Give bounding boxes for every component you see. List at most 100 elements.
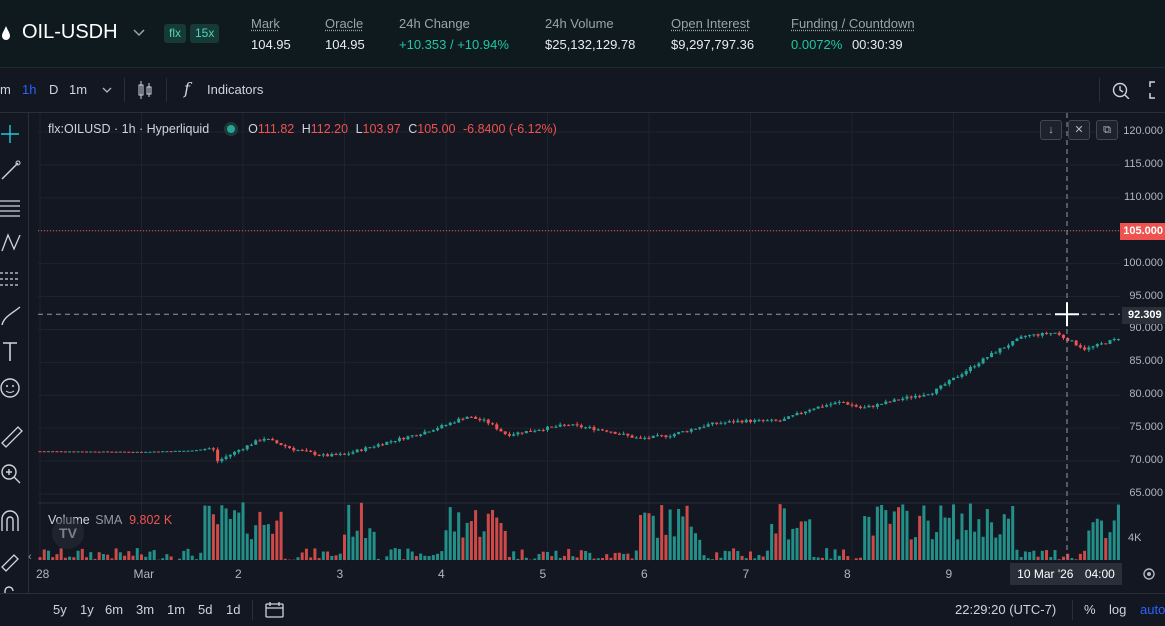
range-1d[interactable]: 1d xyxy=(226,602,240,617)
alert-clock-icon[interactable] xyxy=(1112,81,1130,99)
volume-bar xyxy=(686,506,689,560)
magnet-tool-icon[interactable] xyxy=(0,509,26,535)
range-5d[interactable]: 5d xyxy=(198,602,212,617)
range-5y[interactable]: 5y xyxy=(53,602,67,617)
trendline-tool-icon[interactable] xyxy=(0,159,26,185)
volume-bar xyxy=(960,514,963,560)
forecast-tool-icon[interactable] xyxy=(0,267,26,293)
time-tick-label: 3 xyxy=(337,567,344,581)
volume-bar xyxy=(724,551,727,560)
volume-bar xyxy=(132,556,135,560)
axis-settings-icon[interactable] xyxy=(1141,566,1157,582)
time-tick-label: Mar xyxy=(134,567,155,581)
volume-bar xyxy=(736,551,739,560)
candle-body xyxy=(660,435,663,436)
interval-1m[interactable]: 1m xyxy=(69,82,87,97)
candle-body xyxy=(110,452,113,453)
candle-body xyxy=(1083,347,1086,349)
auto-toggle[interactable]: auto xyxy=(1140,602,1165,617)
candle-body xyxy=(766,420,769,421)
scroll-left-icon[interactable]: ‹ xyxy=(28,551,32,563)
close-chart-icon[interactable]: ✕ xyxy=(1068,120,1090,140)
price-chart[interactable] xyxy=(38,113,1120,561)
candles-style-icon[interactable] xyxy=(137,80,153,100)
volume-bar xyxy=(402,559,405,560)
percent-toggle[interactable]: % xyxy=(1084,602,1096,617)
candle-body xyxy=(664,435,667,437)
candle-body xyxy=(478,419,481,420)
volume-bar xyxy=(428,556,431,560)
legend-close: 105.00 xyxy=(417,122,455,136)
volume-bar xyxy=(927,521,930,560)
interval-1h[interactable]: 1h xyxy=(22,82,36,97)
volume-bar xyxy=(559,558,562,560)
candles-group xyxy=(39,180,1121,463)
volume-bar xyxy=(521,550,524,560)
log-toggle[interactable]: log xyxy=(1109,602,1126,617)
crosshair-tool-icon[interactable] xyxy=(0,123,26,149)
range-1m[interactable]: 1m xyxy=(167,602,185,617)
volume-bar xyxy=(178,559,181,560)
range-1y[interactable]: 1y xyxy=(80,602,94,617)
volume-label: 24h Volume xyxy=(545,16,635,31)
pair-title[interactable]: OIL-USDH xyxy=(22,21,118,44)
price-axis[interactable]: 120.000115.000110.000105.000100.00095.00… xyxy=(1120,113,1165,561)
candle-body xyxy=(1003,348,1006,349)
volume-bar xyxy=(707,558,710,560)
fib-tool-icon[interactable] xyxy=(0,195,26,221)
indicators-icon[interactable]: f xyxy=(184,79,190,98)
pattern-tool-icon[interactable] xyxy=(0,231,26,257)
time-tick-label: 7 xyxy=(743,567,750,581)
ruler-tool-icon[interactable] xyxy=(0,423,26,449)
chevron-down-icon[interactable] xyxy=(133,29,145,37)
candle-body xyxy=(343,454,346,455)
emoji-tool-icon[interactable] xyxy=(0,375,26,401)
volume-bar xyxy=(368,528,371,560)
interval-day[interactable]: D xyxy=(49,82,58,97)
text-tool-icon[interactable] xyxy=(0,339,26,365)
volume-bar xyxy=(1108,532,1111,560)
clock-timezone[interactable]: 22:29:20 (UTC-7) xyxy=(955,602,1056,617)
range-3m[interactable]: 3m xyxy=(136,602,154,617)
volume-bar xyxy=(330,556,333,560)
volume-bar xyxy=(614,553,617,560)
range-6m[interactable]: 6m xyxy=(105,602,123,617)
drawing-lock-icon[interactable] xyxy=(0,547,26,573)
volume-bar xyxy=(897,507,900,560)
symbol-label[interactable]: flx:OILUSD · 1h · Hyperliquid xyxy=(48,122,209,136)
indicators-button[interactable]: Indicators xyxy=(207,82,263,97)
volume-bar xyxy=(648,513,651,560)
volume-bar xyxy=(453,531,456,560)
interval-minute[interactable]: m xyxy=(0,82,11,97)
volume-bar xyxy=(593,559,596,560)
interval-chevron-icon[interactable] xyxy=(102,87,112,93)
candle-body xyxy=(855,405,858,407)
candle-body xyxy=(1028,335,1031,336)
volume-bar xyxy=(825,548,828,560)
volume-bar xyxy=(415,556,418,560)
candle-body xyxy=(876,404,879,407)
brush-tool-icon[interactable] xyxy=(0,303,26,329)
candle-body xyxy=(580,425,583,427)
candle-body xyxy=(1092,346,1095,347)
date-range-calendar-icon[interactable] xyxy=(265,601,285,619)
volume-bar xyxy=(516,559,519,560)
candle-body xyxy=(698,427,701,428)
fullscreen-icon[interactable] xyxy=(1149,81,1165,99)
change-label: 24h Change xyxy=(399,16,509,31)
collapse-arrow-icon[interactable]: ↓ xyxy=(1040,120,1062,140)
volume-bar xyxy=(440,551,443,560)
volume-bar xyxy=(296,557,299,560)
candle-body xyxy=(1075,340,1078,345)
candle-body xyxy=(631,435,634,437)
candle-body xyxy=(280,443,283,445)
volume-bar xyxy=(774,533,777,560)
volume-bar xyxy=(280,512,283,560)
candle-body xyxy=(639,438,642,439)
volume-bar xyxy=(787,539,790,560)
zoom-tool-icon[interactable] xyxy=(0,459,26,485)
candle-body xyxy=(521,432,524,433)
oracle-label: Oracle xyxy=(325,16,365,31)
restore-icon[interactable]: ⧉ xyxy=(1096,120,1118,140)
